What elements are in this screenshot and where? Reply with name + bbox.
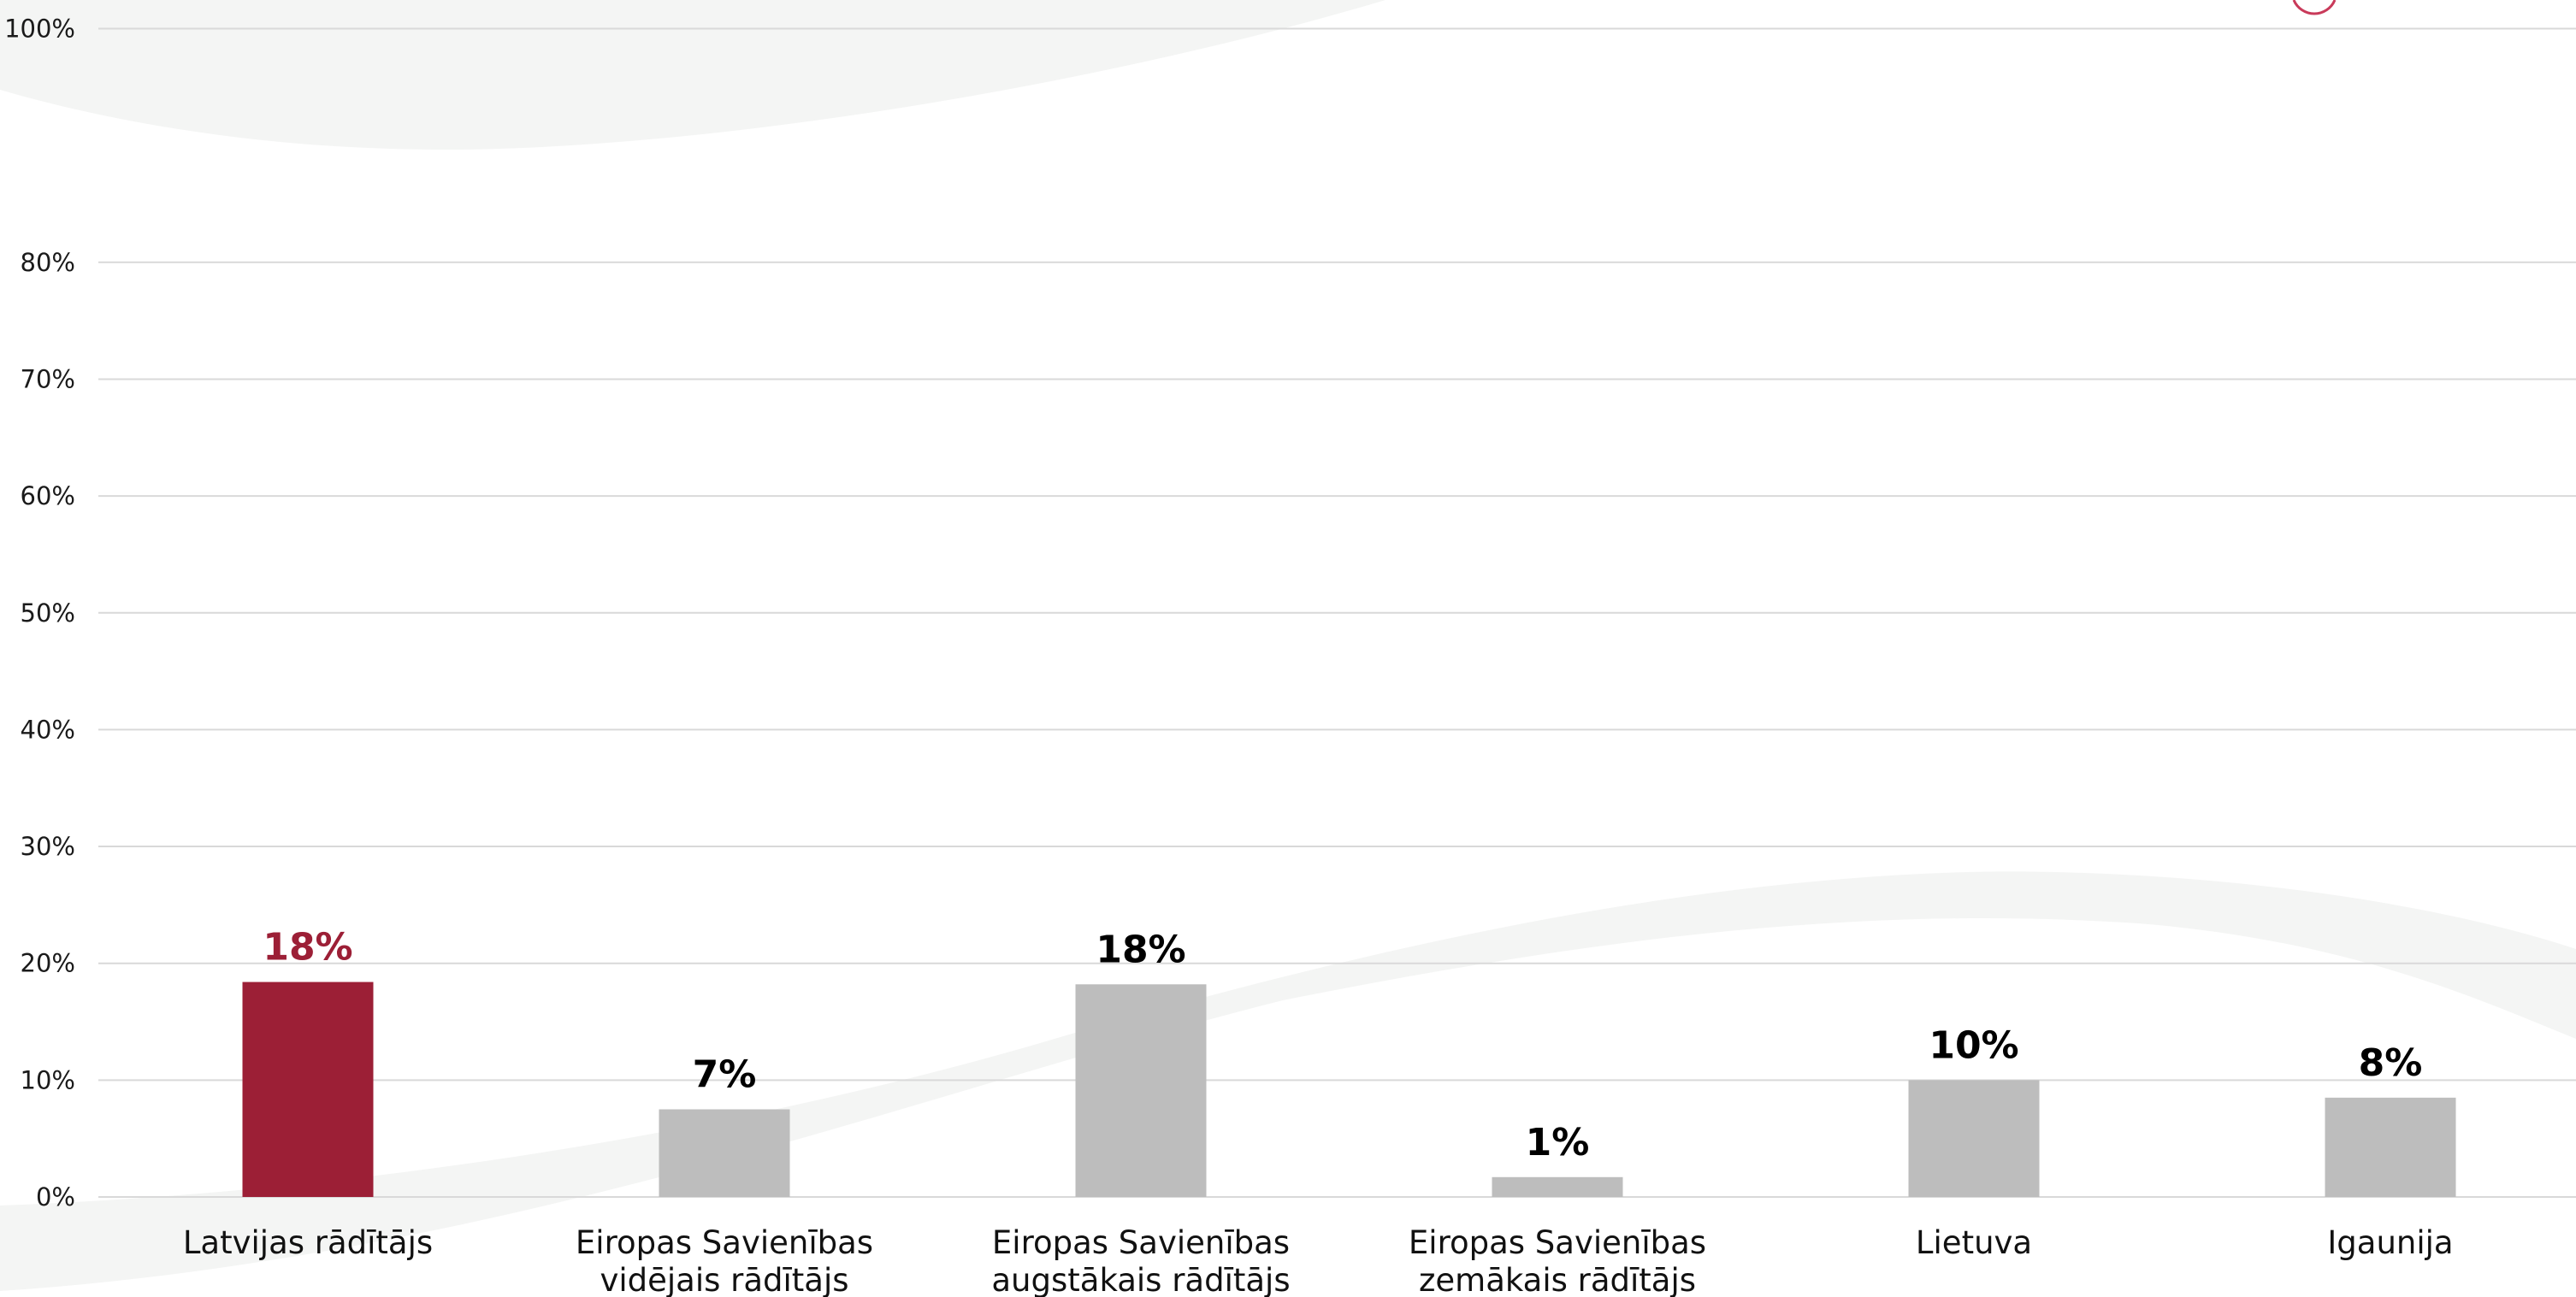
bar [1492,1176,1623,1197]
bar [1075,984,1207,1197]
gridlines [98,27,2576,1198]
category-label: Latvijas rādītājs [183,1224,433,1261]
y-tick-label: 100% [4,15,75,44]
background-swoosh-top [0,0,1385,150]
category-label: Eiropas Savienības [1409,1224,1706,1261]
category-label: Igaunija [2327,1224,2453,1261]
category-label: zemākais rādītājs [1419,1262,1696,1297]
value-label: 18% [1096,928,1185,971]
y-tick-label: 80% [21,248,75,277]
y-tick-label: 0% [36,1182,75,1212]
bars [242,982,2456,1197]
logo-partial-circle [2292,0,2337,15]
y-axis: 0% 10% 20% 30% 40% 50% 60% 70% 80% 100% [4,15,75,1212]
category-label: Lietuva [1916,1224,2032,1261]
y-tick-label: 30% [21,832,75,861]
y-tick-label: 10% [21,1065,75,1094]
bar [1908,1080,2040,1197]
category-label: vidējais rādītājs [600,1262,848,1297]
y-tick-label: 20% [21,949,75,978]
bar [659,1109,790,1197]
value-label: 7% [693,1053,757,1097]
value-labels: 18% 7% 18% 1% 10% 8% [263,926,2422,1164]
category-label: Eiropas Savienības [576,1224,873,1261]
y-tick-label: 60% [21,481,75,510]
value-label: 18% [263,926,352,970]
value-label: 8% [2359,1041,2423,1085]
x-axis: Latvijas rādītājs Eiropas Savienībasvidēj… [183,1224,2454,1297]
value-label: 10% [1929,1023,2018,1067]
category-label: augstākais rādītājs [991,1262,1290,1297]
value-label: 1% [1526,1121,1590,1164]
y-tick-label: 70% [21,364,75,393]
category-label: Eiropas Savienības [992,1224,1290,1261]
bar [242,982,374,1197]
bar [2325,1097,2456,1197]
background-swoosh-bottom [0,871,2576,1291]
y-tick-label: 50% [21,598,75,628]
y-tick-label: 40% [21,715,75,744]
